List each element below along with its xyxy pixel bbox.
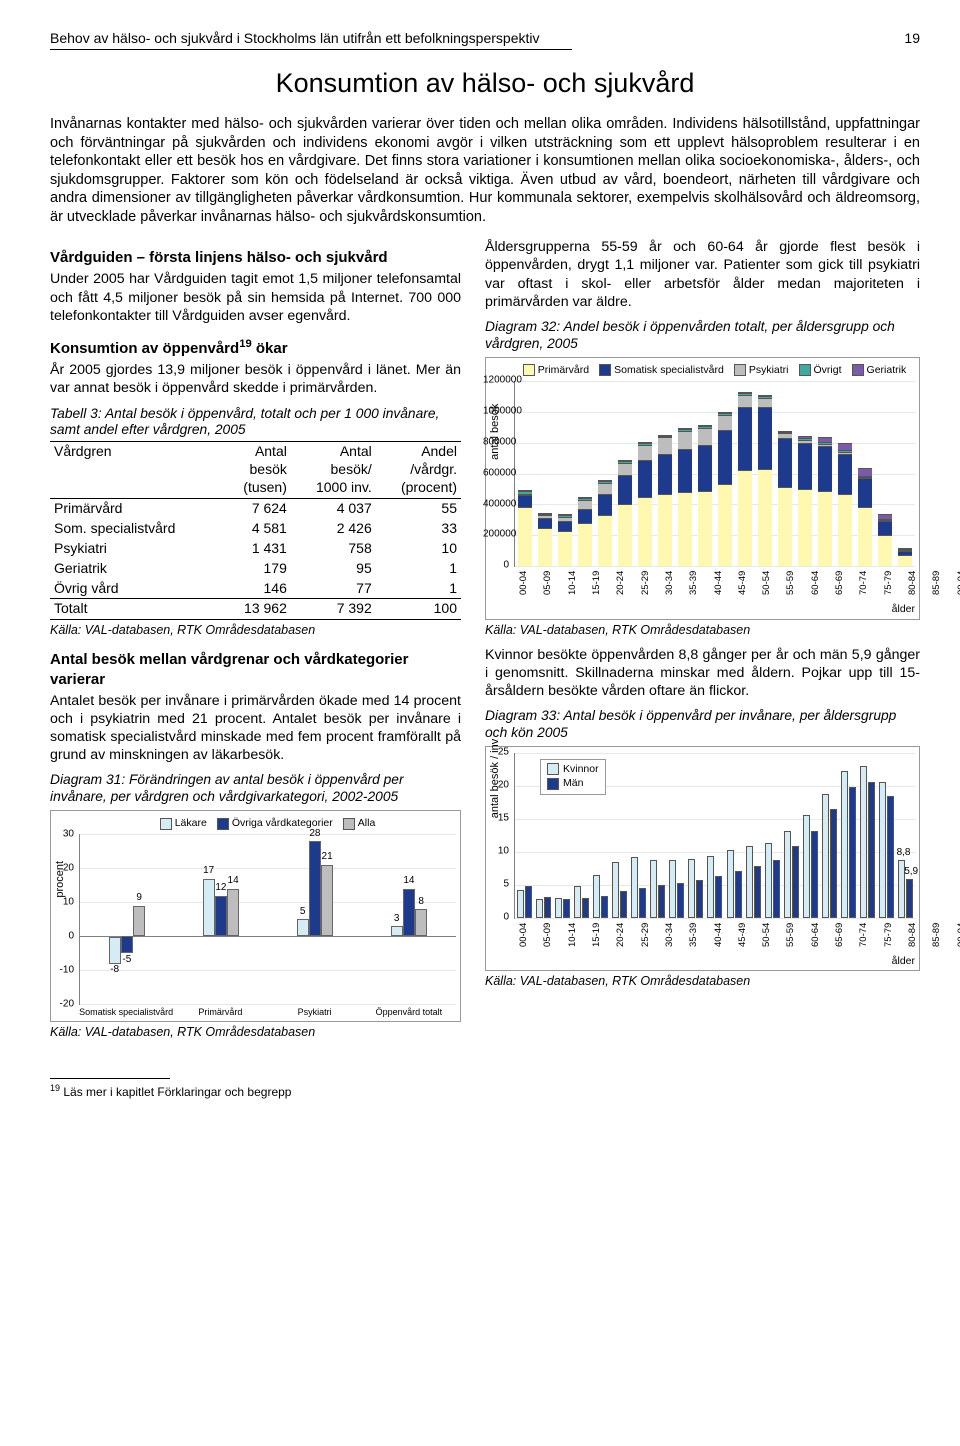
- right-column: Åldersgrupperna 55-59 år och 60-64 år gj…: [485, 236, 920, 1048]
- head-rule: [50, 49, 572, 50]
- table3-caption: Tabell 3: Antal besök i öppenvård, total…: [50, 406, 461, 440]
- diagram33-caption: Diagram 33: Antal besök i öppenvård per …: [485, 708, 920, 742]
- table3-source: Källa: VAL-databasen, RTK Områdesdatabas…: [50, 622, 461, 638]
- left-p3: Antalet besök per invånare i primärvårde…: [50, 692, 461, 765]
- left-column: Vårdguiden – första linjens hälso- och s…: [50, 236, 461, 1048]
- running-head: Behov av hälso- och sjukvård i Stockholm…: [50, 30, 920, 46]
- left-p1: Under 2005 har Vårdguiden tagit emot 1,5…: [50, 270, 461, 325]
- diagram32: antal besök PrimärvårdSomatisk specialis…: [485, 357, 920, 620]
- diagram31-source: Källa: VAL-databasen, RTK Områdesdatabas…: [50, 1024, 461, 1040]
- left-h1: Vårdguiden – första linjens hälso- och s…: [50, 248, 461, 267]
- section-title: Konsumtion av hälso- och sjukvård: [50, 68, 920, 99]
- right-p2: Kvinnor besökte öppenvården 8,8 gånger p…: [485, 646, 920, 701]
- footnote: 19 Läs mer i kapitlet Förklaringar och b…: [50, 1078, 920, 1099]
- intro-paragraph: Invånarnas kontakter med hälso- och sjuk…: [50, 115, 920, 226]
- table3: Vårdgren Antalbesök(tusen) Antalbesök/10…: [50, 441, 461, 620]
- diagram31: procent LäkareÖvriga vårdkategorierAlla-…: [50, 810, 461, 1022]
- right-p1: Åldersgrupperna 55-59 år och 60-64 år gj…: [485, 238, 920, 311]
- page-number: 19: [904, 30, 920, 46]
- diagram32-source: Källa: VAL-databasen, RTK Områdesdatabas…: [485, 622, 920, 638]
- diagram33: antal besök / inv 0510152025KvinnorMän8,…: [485, 746, 920, 971]
- left-h3: Antal besök mellan vårdgrenar och vårdka…: [50, 650, 461, 688]
- diagram31-caption: Diagram 31: Förändringen av antal besök …: [50, 772, 461, 806]
- footnote-rule: [50, 1078, 170, 1079]
- page-container: Behov av hälso- och sjukvård i Stockholm…: [0, 0, 960, 1129]
- left-h2: Konsumtion av öppenvård19 ökar: [50, 337, 461, 358]
- diagram33-source: Källa: VAL-databasen, RTK Områdesdatabas…: [485, 973, 920, 989]
- diagram32-caption: Diagram 32: Andel besök i öppenvården to…: [485, 319, 920, 353]
- running-title: Behov av hälso- och sjukvård i Stockholm…: [50, 30, 539, 46]
- left-p2: År 2005 gjordes 13,9 miljoner besök i öp…: [50, 361, 461, 397]
- two-column-body: Vårdguiden – första linjens hälso- och s…: [50, 236, 920, 1048]
